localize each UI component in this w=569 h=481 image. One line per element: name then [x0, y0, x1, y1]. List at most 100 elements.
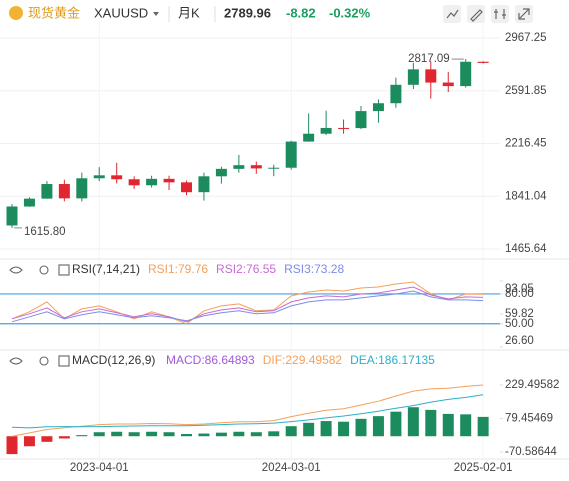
candle-body	[407, 69, 419, 85]
y-tick-label: 1841.04	[505, 190, 547, 202]
change-pct: -0.32%	[329, 5, 371, 20]
macd-bar	[390, 411, 402, 437]
y-tick-label: 50.00	[505, 318, 534, 330]
add-icon[interactable]	[58, 264, 70, 276]
candle-body	[268, 167, 280, 169]
macd-bar	[6, 436, 18, 455]
candle-body	[163, 178, 175, 183]
candle-body	[181, 182, 192, 193]
y-tick-label: 93.05	[505, 283, 534, 295]
add-icon[interactable]	[58, 355, 70, 367]
macd-bar	[233, 431, 245, 437]
rsi-line	[11, 281, 484, 325]
macd-bar	[425, 409, 437, 437]
instrument-name: 现货黄金	[28, 5, 80, 20]
y-tick-label: 229.49582	[505, 379, 559, 391]
macd-bar	[41, 436, 53, 442]
candle-body	[390, 84, 402, 104]
macd-bar	[250, 432, 262, 437]
candle-body	[303, 133, 315, 142]
dropdown-arrow[interactable]	[153, 12, 159, 16]
y-tick-label: 80.00	[505, 288, 534, 300]
candle-body	[442, 82, 454, 87]
tool-icon	[494, 9, 506, 19]
settings-icon[interactable]	[39, 265, 49, 275]
macd-bar	[460, 414, 472, 437]
tool-icon	[518, 8, 530, 20]
candle-body	[372, 103, 384, 112]
x-tick-label: 2025-02-01	[454, 462, 513, 474]
x-tick-label: 2024-03-01	[262, 462, 321, 474]
y-tick-label: 59.82	[505, 308, 534, 320]
gold-icon	[9, 6, 23, 20]
macd-line	[11, 384, 484, 437]
candle-body	[58, 184, 70, 199]
indicator-title: MACD(12,26,9)	[72, 353, 155, 367]
y-tick-label: 2591.85	[505, 85, 547, 97]
candle-body	[76, 178, 88, 199]
symbol[interactable]: XAUUSD	[94, 5, 148, 20]
y-tick-label: -70.58644	[505, 446, 557, 458]
rsi-line	[11, 290, 484, 323]
candle-body	[460, 61, 472, 87]
eye-icon[interactable]	[9, 266, 23, 274]
settings-icon[interactable]	[39, 356, 49, 366]
candle-body	[355, 111, 367, 129]
tool-icon	[446, 9, 459, 19]
macd-bar	[338, 421, 350, 437]
legend-entry: DIF:229.49582	[263, 353, 343, 367]
candle-body	[285, 141, 297, 168]
macd-bar	[198, 433, 210, 437]
candle-body	[250, 165, 262, 169]
macd-bar	[442, 413, 454, 437]
annotation: 2817.09	[408, 53, 450, 65]
candle-body	[128, 179, 140, 186]
macd-bar	[407, 407, 419, 437]
macd-line	[11, 394, 484, 429]
macd-bar	[355, 418, 367, 437]
tool-button[interactable]	[491, 5, 509, 23]
candle-body	[198, 176, 210, 193]
toolbar	[443, 5, 533, 23]
annotation: 1615.80	[24, 226, 66, 238]
legend-entry: RSI1:79.76	[148, 262, 208, 276]
legend-entry: MACD:86.64893	[166, 353, 255, 367]
change: -8.82	[286, 5, 316, 20]
macd-bar	[93, 432, 105, 437]
macd-bar	[268, 431, 280, 437]
macd-bar	[58, 436, 70, 439]
macd-bar	[146, 431, 158, 437]
indicator-title: RSI(7,14,21)	[72, 262, 140, 276]
candle-body	[477, 61, 489, 63]
macd-bar	[303, 422, 315, 437]
price: 2789.96	[224, 5, 271, 20]
macd-bar	[181, 433, 192, 437]
candle-body	[6, 206, 18, 226]
legend-entry: DEA:186.17135	[350, 353, 435, 367]
candle-body	[215, 168, 227, 177]
eye-icon[interactable]	[9, 357, 23, 365]
candle-body	[425, 69, 437, 83]
macd-bar	[372, 416, 384, 437]
period[interactable]: 月K	[178, 5, 200, 20]
macd-bar	[320, 421, 332, 437]
candle-body	[320, 127, 332, 134]
macd-bar	[111, 431, 123, 437]
candle-body	[111, 175, 123, 180]
candle-body	[93, 175, 105, 179]
x-tick-label: 2023-04-01	[70, 462, 129, 474]
y-tick-label: 2216.45	[505, 138, 547, 150]
macd-bar	[23, 436, 35, 447]
candle-body	[338, 127, 350, 129]
candle-body	[23, 198, 35, 207]
macd-bar	[163, 432, 175, 437]
candle-body	[233, 165, 245, 169]
macd-bar	[128, 432, 140, 437]
y-tick-label: 79.45469	[505, 413, 553, 425]
rsi-line	[11, 286, 484, 323]
candle-body	[41, 184, 53, 199]
macd-bar	[215, 432, 227, 437]
macd-bar	[76, 435, 88, 437]
